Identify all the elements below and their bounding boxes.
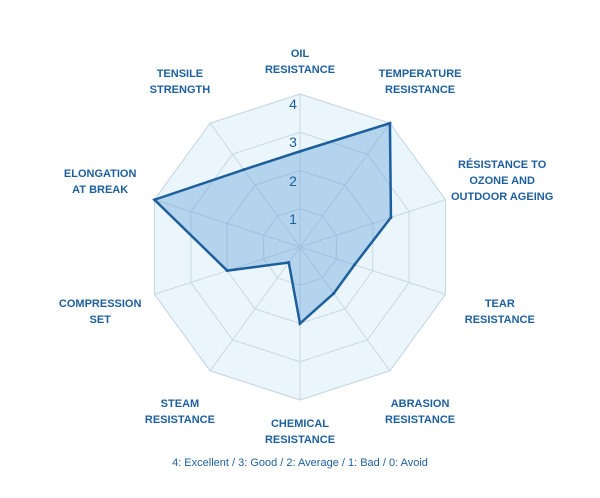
data-point bbox=[298, 322, 302, 325]
data-point bbox=[298, 149, 302, 153]
data-point bbox=[389, 215, 393, 219]
data-point bbox=[353, 263, 357, 267]
grid-spoke bbox=[299, 122, 391, 248]
axis-label: ELONGATION AT BREAK bbox=[63, 168, 137, 197]
grid-spoke bbox=[299, 246, 391, 372]
axis-label: STEAM RESISTANCE bbox=[144, 398, 215, 427]
grid-spoke bbox=[209, 122, 301, 248]
data-point bbox=[152, 198, 156, 202]
axis-label: TEAR RESISTANCE bbox=[464, 297, 535, 326]
grid-spoke bbox=[154, 199, 301, 248]
axis-label: CHEMICAL RESISTANCE bbox=[264, 418, 336, 446]
axis-label: ABRASION RESISTANCE bbox=[385, 398, 456, 427]
data-point bbox=[242, 168, 246, 172]
data-point bbox=[287, 260, 291, 264]
tick-label: 3 bbox=[289, 134, 297, 151]
grid-spoke bbox=[209, 246, 301, 372]
axis-label: TENSILE STRENGTH bbox=[149, 67, 211, 96]
tick-label: 4 bbox=[289, 96, 297, 112]
grid-layer bbox=[153, 93, 447, 401]
axis-label: COMPRESSION SET bbox=[58, 297, 142, 326]
tick-label: 1 bbox=[289, 210, 297, 227]
data-point bbox=[225, 269, 229, 273]
data-point bbox=[388, 121, 392, 125]
axis-label: RÉSISTANCE TO OZONE AND OUTDOOR AGEING bbox=[451, 159, 554, 204]
grid-spoke bbox=[299, 199, 446, 248]
grid-spoke bbox=[299, 246, 446, 295]
data-point bbox=[332, 291, 336, 295]
axis-label: OIL RESISTANCE bbox=[264, 48, 336, 76]
tick-label: 2 bbox=[289, 172, 297, 189]
series-layer bbox=[152, 121, 393, 326]
legend-footnote: 4: Excellent / 3: Good / 2: Average / 1:… bbox=[172, 457, 428, 469]
axis-label: TEMPERATURE RESISTANCE bbox=[378, 67, 462, 96]
